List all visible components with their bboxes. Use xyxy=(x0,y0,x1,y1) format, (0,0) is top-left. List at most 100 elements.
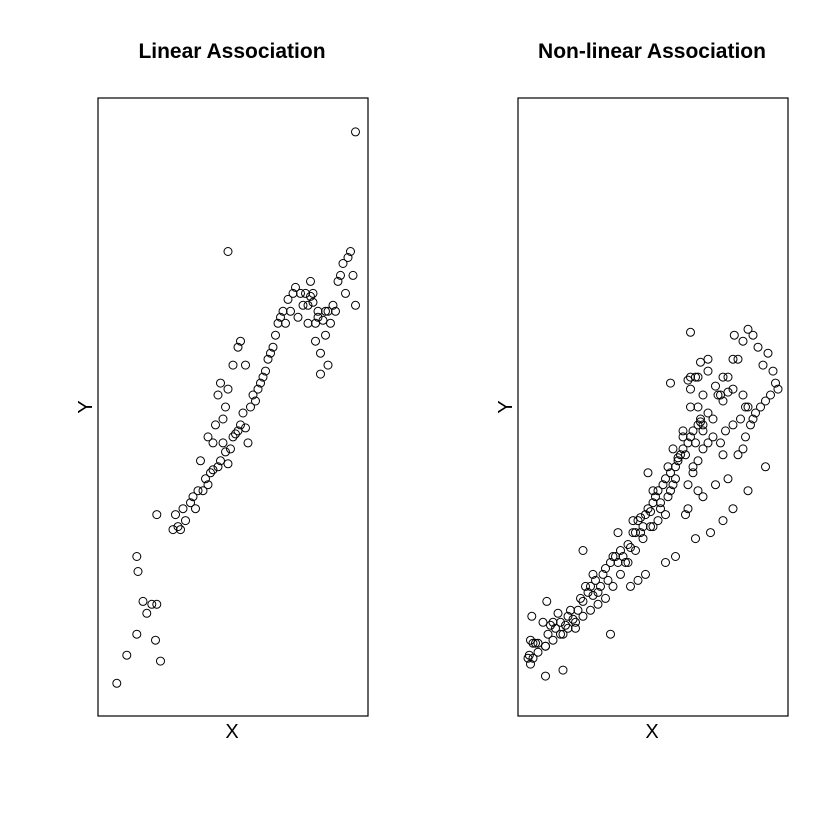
scatter-point xyxy=(703,366,713,376)
scatter-point xyxy=(338,259,348,268)
scatter-point xyxy=(551,623,560,633)
scatter-point xyxy=(228,360,238,370)
scatter-point xyxy=(708,414,718,424)
scatter-point xyxy=(693,402,703,412)
scatter-point xyxy=(283,294,293,304)
scatter-point xyxy=(633,575,643,585)
scatter-point xyxy=(746,420,755,430)
scatter-point xyxy=(583,587,593,597)
scatter-point xyxy=(768,366,778,376)
scatter-point xyxy=(248,390,258,400)
scatter-point xyxy=(608,581,618,591)
scatter-point xyxy=(573,605,583,615)
scatter-point xyxy=(132,629,142,639)
scatter-point xyxy=(216,378,225,388)
scatter-point xyxy=(256,378,265,388)
scatter-point xyxy=(763,348,773,358)
scatter-point xyxy=(218,414,228,424)
scatter-point xyxy=(648,522,658,532)
scatter-point xyxy=(593,599,603,609)
scatter-point xyxy=(296,288,305,298)
scatter-point xyxy=(196,456,205,466)
scatter-point xyxy=(203,432,213,442)
scatter-point xyxy=(321,330,330,340)
scatter-point xyxy=(623,558,633,567)
scatter-point xyxy=(527,611,537,621)
scatter-point xyxy=(661,510,670,520)
scatter-point xyxy=(241,423,250,433)
scatter-point xyxy=(638,534,648,544)
scatter-point xyxy=(588,590,598,600)
scatter-point xyxy=(533,647,543,657)
scatter-point xyxy=(631,546,640,555)
scatter-point xyxy=(251,396,260,406)
scatter-point xyxy=(201,474,210,484)
scatter-point xyxy=(176,525,185,535)
scatter-point xyxy=(293,312,303,322)
scatter-point xyxy=(133,567,143,576)
scatter-point xyxy=(313,312,323,322)
scatter-point xyxy=(258,372,268,382)
scatter-point xyxy=(718,396,728,406)
scatter-point xyxy=(723,474,733,484)
scatter-point xyxy=(528,638,538,648)
scatter-point xyxy=(633,516,643,526)
scatter-point xyxy=(758,360,768,370)
scatter-point xyxy=(598,569,608,579)
scatter-point xyxy=(721,426,730,436)
scatter-point xyxy=(268,342,278,352)
scatter-point xyxy=(601,593,610,603)
scatter-point xyxy=(206,468,215,478)
scatter-point xyxy=(698,444,708,454)
scatter-point xyxy=(526,659,535,669)
scatter-point xyxy=(686,384,695,394)
scatter-point xyxy=(328,300,338,310)
scatter-points xyxy=(112,127,360,688)
scatter-point xyxy=(246,402,255,412)
scatter-point xyxy=(208,465,218,475)
scatter-point xyxy=(528,653,538,663)
scatter-point xyxy=(693,420,703,430)
scatter-point xyxy=(286,306,295,316)
scatter-point xyxy=(686,402,695,412)
scatter-point xyxy=(743,324,753,334)
scatter-point xyxy=(616,546,625,555)
scatter-point xyxy=(336,270,345,280)
y-axis-label: Y xyxy=(75,400,97,413)
scatter-point xyxy=(578,546,588,555)
scatter-point xyxy=(693,372,703,382)
x-axis-label: X xyxy=(645,721,658,743)
scatter-point xyxy=(646,507,655,517)
scatter-point xyxy=(331,306,340,316)
chart-title: Non-linear Association xyxy=(538,40,766,63)
scatter-point xyxy=(213,462,223,472)
scatter-point xyxy=(243,438,253,448)
scatter-point xyxy=(676,450,685,460)
scatter-point xyxy=(698,390,708,400)
scatter-point xyxy=(686,327,695,337)
scatter-point xyxy=(561,620,570,630)
scatter-point xyxy=(138,596,148,606)
scatter-point xyxy=(203,480,213,490)
scatter-point xyxy=(541,641,550,651)
scatter-point xyxy=(741,402,750,412)
scatter-point xyxy=(238,408,248,418)
scatter-point xyxy=(298,300,308,310)
scatter-point xyxy=(703,438,713,448)
scatter-point xyxy=(743,402,753,412)
scatter-point xyxy=(233,426,243,436)
scatter-point xyxy=(691,438,700,448)
scatter-point xyxy=(711,381,720,391)
scatter-point xyxy=(548,635,558,645)
scatter-point xyxy=(636,513,645,523)
scatter-point xyxy=(688,468,698,478)
scatter-point xyxy=(281,318,290,328)
scatter-point xyxy=(586,581,595,591)
scatter-point xyxy=(586,605,595,615)
scatter-point xyxy=(348,270,358,280)
y-axis-label: Y xyxy=(495,400,517,413)
scatter-point xyxy=(308,297,318,307)
scatter-point xyxy=(656,504,665,514)
scatter-point xyxy=(761,462,770,472)
